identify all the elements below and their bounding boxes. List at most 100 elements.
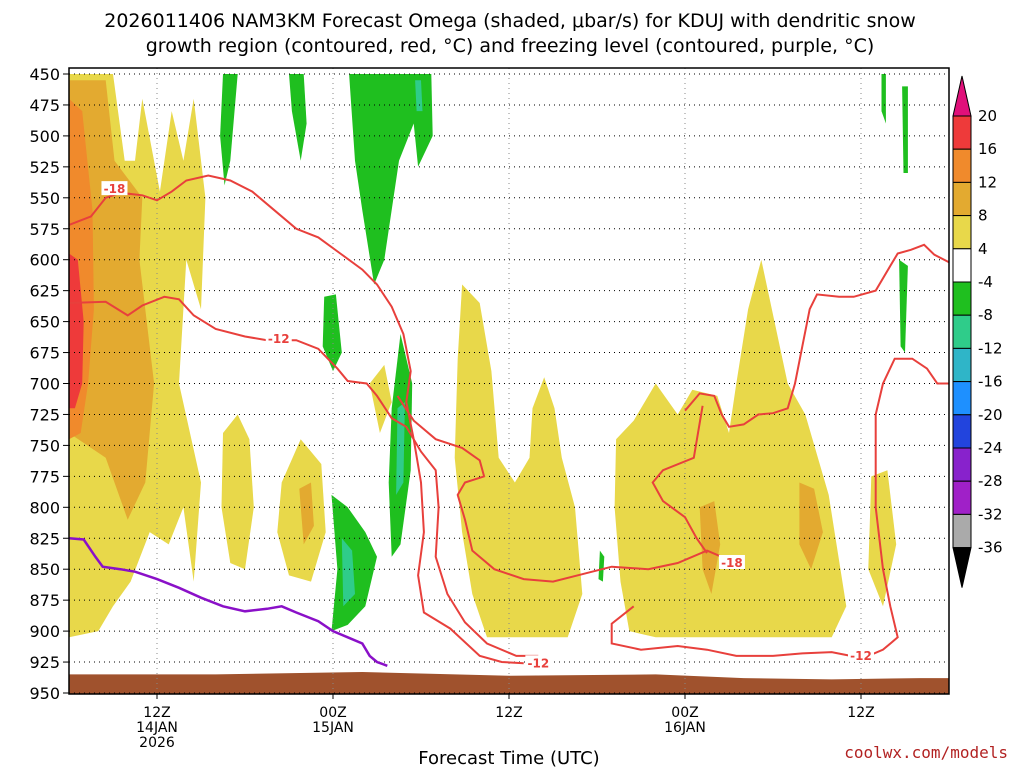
contour-minus12-dgz-lower — [396, 395, 723, 583]
omega-shade-neg-4f — [331, 494, 377, 632]
omega-shade-neg-4a — [220, 74, 238, 186]
x-tick-label-54-1: 12Z — [847, 705, 874, 721]
omega-shade-neg-4b — [289, 74, 307, 161]
contour-minus12-right — [651, 405, 708, 554]
y-tick-label-500: 500 — [29, 127, 60, 146]
contour-minus12-far-right — [867, 357, 949, 657]
contour-label-minus12-dgz-lower: -12 — [527, 656, 549, 670]
y-tick-label-875: 875 — [29, 591, 60, 610]
y-tick-label-550: 550 — [29, 189, 60, 208]
omega-shade-neg-8c — [415, 80, 423, 112]
colorbar-segment-4 — [952, 248, 972, 283]
contour-label-minus18-lower: -18 — [721, 556, 743, 570]
x-tick-label-6-3: 2026 — [139, 735, 175, 751]
colorbar-segment-6 — [952, 314, 972, 349]
x-tick-label-42-1: 00Z — [671, 705, 698, 721]
chart-title-line1: 2026011406 NAM3KM Forecast Omega (shaded… — [104, 10, 916, 32]
chart-title-line2: growth region (contoured, red, °C) and f… — [146, 35, 875, 57]
omega-shade-neg-8f — [341, 538, 355, 607]
y-tick-label-450: 450 — [29, 65, 60, 84]
colorbar-label-0: 20 — [978, 107, 997, 125]
colorbar-label-5: -4 — [978, 273, 993, 291]
omega-shade-pos-4b — [221, 414, 254, 570]
omega-shade-pos-8c — [299, 482, 314, 545]
colorbar-label-2: 12 — [978, 173, 997, 191]
freezing-level-0C — [69, 537, 388, 667]
x-tick-label-6-2: 14JAN — [136, 720, 178, 736]
colorbar-label-13: -36 — [978, 539, 1003, 557]
y-tick-label-800: 800 — [29, 498, 60, 517]
omega-shading — [69, 74, 908, 638]
y-tick-label-925: 925 — [29, 653, 60, 672]
colorbar-segment-0 — [952, 115, 972, 150]
y-tick-label-900: 900 — [29, 622, 60, 641]
colorbar-bottom-arrow — [952, 547, 972, 588]
y-tick-label-625: 625 — [29, 282, 60, 301]
contour-label-bg-minus18-lower — [718, 555, 745, 570]
y-axis-ticks: 450 475 500 525 550 575 600 625 650 675 700 725 750 7… — [29, 65, 69, 703]
contour-minus12-lower — [610, 605, 851, 657]
colorbar-segment-2 — [952, 181, 972, 217]
y-tick-label-475: 475 — [29, 96, 60, 115]
x-tick-label-30-1: 12Z — [495, 705, 522, 721]
y-tick-label-825: 825 — [29, 529, 60, 548]
colorbar: 20 16 12 8 4 -4 -8 -12 -16 -20 -24 -28 -32 -36 — [952, 75, 1003, 588]
x-tick-label-18-1: 00Z — [319, 705, 346, 721]
y-tick-label-950: 950 — [29, 684, 60, 703]
y-tick-label-775: 775 — [29, 467, 60, 486]
omega-shade-pos-4f — [614, 259, 847, 638]
colorbar-segment-12 — [952, 513, 972, 549]
colorbar-segment-3 — [952, 215, 972, 250]
contour-minus12-upper — [69, 295, 539, 657]
omega-shade-pos-4e — [454, 284, 583, 638]
x-tick-label-18-2: 15JAN — [312, 720, 354, 736]
contour-label-bg-minus12-lower — [848, 647, 874, 662]
x-axis-label: Forecast Time (UTC) — [418, 748, 599, 768]
colorbar-label-9: -20 — [978, 406, 1003, 424]
contour-minus18-upper — [69, 174, 524, 665]
omega-shade-neg-4g — [598, 550, 605, 582]
omega-shade-pos-8f — [699, 501, 721, 594]
colorbar-segment-7 — [952, 347, 972, 383]
y-tick-label-675: 675 — [29, 344, 60, 363]
contour-label-bg-minus12-upper — [265, 330, 292, 345]
colorbar-label-7: -12 — [978, 339, 1003, 357]
omega-shade-neg-4c — [349, 74, 433, 285]
y-tick-label-525: 525 — [29, 158, 60, 177]
colorbar-segment-8 — [952, 381, 972, 416]
dgz-contours — [69, 174, 949, 665]
omega-shade-neg-4d — [322, 294, 342, 372]
colorbar-label-1: 16 — [978, 140, 997, 158]
omega-shade-neg-4h — [881, 74, 886, 124]
x-tick-label-42-2: 16JAN — [664, 720, 706, 736]
colorbar-label-6: -8 — [978, 306, 993, 324]
freezing-level-layer — [69, 537, 388, 667]
contour-label-minus12-upper: -12 — [268, 332, 290, 346]
omega-shade-pos-16 — [69, 253, 84, 409]
colorbar-label-11: -28 — [978, 472, 1003, 490]
omega-shade-neg-4i — [902, 86, 908, 173]
y-tick-label-750: 750 — [29, 436, 60, 455]
colorbar-label-12: -32 — [978, 505, 1003, 523]
contour-labels: -18 -12 -12 -18 -12 — [101, 181, 874, 670]
contour-label-bg-minus18-upper — [101, 181, 128, 196]
contour-label-minus18-upper: -18 — [104, 182, 126, 196]
omega-shade-pos-8g — [799, 482, 823, 570]
contour-minus18-lower — [684, 243, 949, 428]
colorbar-label-10: -24 — [978, 439, 1003, 457]
y-tick-label-650: 650 — [29, 313, 60, 332]
colorbar-segment-11 — [952, 480, 972, 515]
colorbar-segment-9 — [952, 414, 972, 449]
y-tick-label-725: 725 — [29, 405, 60, 424]
credit-text: coolwx.com/models — [844, 743, 1008, 762]
omega-shade-neg-4j — [899, 259, 908, 353]
contour-label-minus12-lower: -12 — [850, 649, 872, 663]
y-tick-label-850: 850 — [29, 560, 60, 579]
gridlines — [69, 68, 949, 694]
colorbar-label-3: 8 — [978, 207, 988, 225]
y-tick-label-700: 700 — [29, 375, 60, 394]
colorbar-segment-1 — [952, 148, 972, 183]
colorbar-segment-5 — [952, 281, 972, 316]
